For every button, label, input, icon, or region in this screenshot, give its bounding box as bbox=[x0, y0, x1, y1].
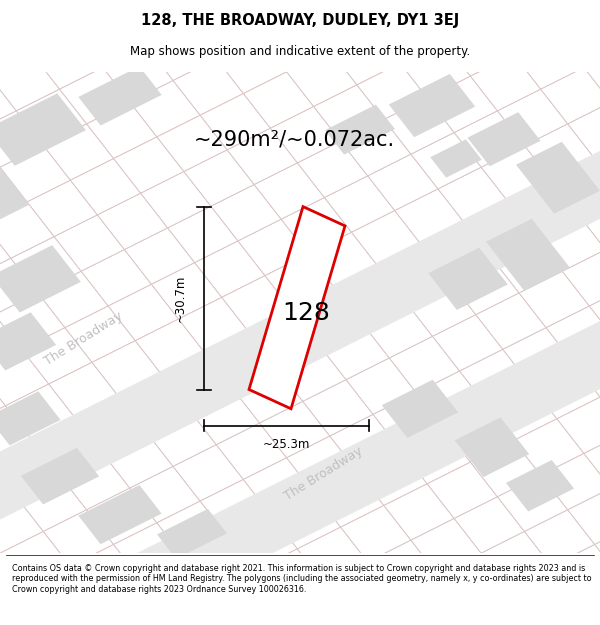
Polygon shape bbox=[79, 485, 161, 544]
Polygon shape bbox=[21, 448, 99, 504]
Polygon shape bbox=[389, 74, 475, 138]
Polygon shape bbox=[516, 142, 600, 214]
Polygon shape bbox=[506, 460, 574, 511]
Polygon shape bbox=[0, 164, 29, 230]
Polygon shape bbox=[0, 312, 56, 371]
Polygon shape bbox=[0, 391, 61, 446]
Polygon shape bbox=[0, 108, 600, 625]
Text: The Broadway: The Broadway bbox=[283, 444, 365, 503]
Polygon shape bbox=[430, 139, 482, 177]
Text: ~30.7m: ~30.7m bbox=[173, 274, 187, 322]
Text: Contains OS data © Crown copyright and database right 2021. This information is : Contains OS data © Crown copyright and d… bbox=[12, 564, 592, 594]
Text: The Broadway: The Broadway bbox=[43, 310, 125, 368]
Polygon shape bbox=[455, 418, 529, 477]
Polygon shape bbox=[428, 248, 508, 310]
Polygon shape bbox=[467, 112, 541, 166]
Text: ~290m²/~0.072ac.: ~290m²/~0.072ac. bbox=[193, 129, 395, 149]
Polygon shape bbox=[0, 245, 81, 312]
Text: Map shows position and indicative extent of the property.: Map shows position and indicative extent… bbox=[130, 45, 470, 58]
Polygon shape bbox=[486, 219, 570, 291]
Text: 128: 128 bbox=[282, 301, 330, 324]
Polygon shape bbox=[0, 93, 86, 166]
Polygon shape bbox=[79, 66, 161, 126]
Text: ~25.3m: ~25.3m bbox=[263, 438, 310, 451]
Polygon shape bbox=[157, 509, 227, 559]
Text: 128, THE BROADWAY, DUDLEY, DY1 3EJ: 128, THE BROADWAY, DUDLEY, DY1 3EJ bbox=[141, 12, 459, 28]
Polygon shape bbox=[382, 379, 458, 438]
Polygon shape bbox=[249, 207, 345, 409]
Polygon shape bbox=[325, 104, 395, 154]
